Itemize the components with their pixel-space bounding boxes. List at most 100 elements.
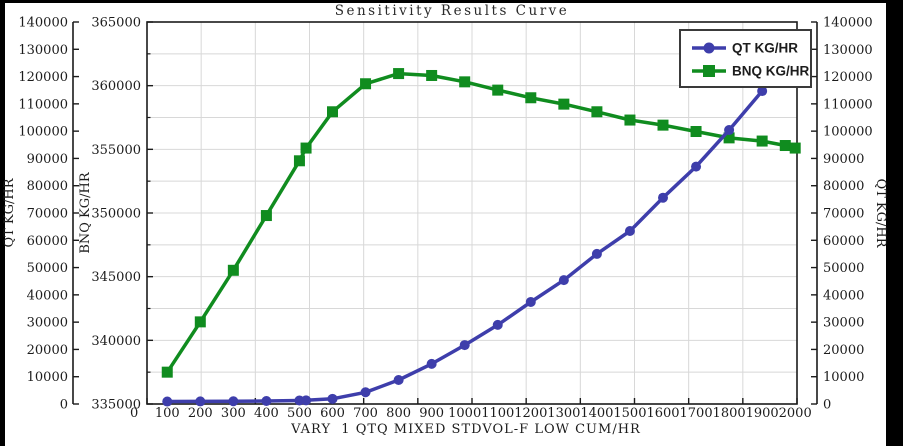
qt-data-point [624, 226, 635, 237]
qt-right-tick-label: 120000 [823, 70, 873, 85]
grid-lines [147, 22, 797, 404]
qt-left-tick-label: 60000 [27, 234, 68, 249]
qt-right-tick-label: 140000 [823, 16, 873, 31]
qt-right-tick-label: 60000 [823, 234, 864, 249]
bnq-data-point [558, 98, 570, 110]
x-tick-label: 600 [320, 406, 345, 421]
legend-qt-label: QT KG/HR [732, 41, 798, 56]
bnq-series-markers [161, 68, 801, 378]
qt-right-tick-label: 0 [823, 398, 831, 413]
x-tick-label: 100 [155, 406, 180, 421]
bnq-data-point [327, 106, 338, 118]
x-tick-label: 1200 [514, 406, 547, 421]
qt-data-point [724, 125, 735, 136]
qt-data-point [492, 319, 503, 330]
qt-right-tick-label: 110000 [823, 97, 873, 112]
qt-left-tick-label: 90000 [27, 152, 68, 167]
bnq-data-point [227, 264, 239, 276]
qt-right-tick-label: 80000 [823, 179, 864, 194]
x-tick-label: 1500 [613, 406, 646, 421]
legend-box [679, 29, 812, 88]
bnq-axis-title: BNQ KG/HR [78, 171, 93, 254]
x-tick-label: 1900 [746, 406, 779, 421]
right-qt-axis-title: QT KG/HR [873, 178, 888, 248]
x-tick-label: 900 [419, 406, 444, 421]
bnq-data-point [591, 106, 603, 118]
qt-data-point [426, 358, 437, 369]
qt-left-tick-label: 80000 [27, 179, 68, 194]
qt-left-tick-label: 40000 [27, 288, 68, 303]
qt-data-point [558, 275, 569, 286]
bnq-data-point [426, 69, 438, 81]
qt-right-tick-label: 20000 [823, 343, 864, 358]
x-tick-label: 300 [221, 406, 246, 421]
chart-title: Sensitivity Results Curve [335, 3, 570, 19]
bnq-tick-label: 350000 [91, 207, 141, 222]
qt-right-tick-label: 40000 [823, 288, 864, 303]
x-tick-label: 0 [130, 406, 138, 421]
qt-left-tick-label: 30000 [27, 316, 68, 331]
qt-data-point [301, 395, 312, 406]
bnq-tick-label: 335000 [91, 398, 141, 413]
bnq-data-point [300, 142, 312, 154]
x-tick-label: 1800 [713, 406, 746, 421]
bnq-axis: 335000 340000 345000 350000 355000 360000 3650… [91, 16, 153, 413]
bnq-data-point [492, 84, 504, 96]
bnq-data-point [756, 135, 768, 147]
qt-data-point [162, 396, 173, 407]
bnq-data-point [194, 316, 206, 328]
bnq-data-point [525, 92, 537, 104]
qt-right-tick-label: 10000 [823, 370, 864, 385]
qt-left-tick-label: 140000 [18, 16, 68, 31]
qt-left-tick-label: 0 [60, 398, 68, 413]
qt-data-point [691, 161, 702, 172]
x-axis: 0 100 200 300 400 500 600 700 800 900 1000 1100 1200… [130, 398, 812, 421]
qt-axis-right: 0 10000 20000 30000 40000 50000 60000 70000 8000… [811, 16, 873, 413]
bnq-series [161, 68, 801, 378]
qt-right-tick-label: 100000 [823, 125, 873, 140]
x-tick-label: 800 [386, 406, 411, 421]
legend: QT KG/HR BNQ KG/HR [679, 29, 812, 88]
x-tick-label: 1300 [547, 406, 580, 421]
qt-data-point [459, 340, 470, 351]
x-tick-label: 1100 [481, 406, 514, 421]
bnq-data-point [690, 126, 702, 138]
bnq-tick-label: 360000 [91, 79, 141, 94]
qt-left-tick-label: 70000 [27, 207, 68, 222]
bnq-tick-label: 365000 [91, 16, 141, 31]
x-tick-label: 1700 [680, 406, 713, 421]
bnq-data-point [723, 132, 735, 144]
bnq-data-point [393, 68, 405, 80]
legend-entry-bnq: BNQ KG/HR [692, 64, 810, 79]
qt-right-tick-label: 50000 [823, 261, 864, 276]
qt-left-tick-label: 110000 [18, 97, 68, 112]
qt-data-point [327, 393, 338, 404]
x-tick-label: 200 [188, 406, 213, 421]
bnq-data-point [360, 78, 372, 90]
x-tick-label: 500 [287, 406, 312, 421]
bnq-data-point [779, 140, 791, 152]
qt-data-point [195, 396, 206, 407]
legend-qt-circle-marker-icon [703, 42, 715, 54]
qt-data-point [757, 86, 768, 97]
legend-bnq-label: BNQ KG/HR [732, 64, 810, 79]
qt-right-tick-label: 30000 [823, 316, 864, 331]
qt-left-tick-label: 120000 [18, 70, 68, 85]
left-qt-axis-title: QT KG/HR [2, 177, 17, 247]
bnq-tick-label: 345000 [91, 270, 141, 285]
qt-series-line [165, 32, 797, 404]
bnq-tick-label: 340000 [91, 334, 141, 349]
qt-right-tick-label: 130000 [823, 43, 873, 58]
x-tick-label: 1600 [646, 406, 679, 421]
qt-data-point [591, 248, 602, 259]
qt-left-tick-label: 130000 [18, 43, 68, 58]
x-tick-label: 1400 [580, 406, 613, 421]
bnq-data-point [260, 210, 272, 222]
qt-right-tick-label: 70000 [823, 207, 864, 222]
qt-data-point [261, 395, 272, 406]
bnq-data-point [161, 366, 173, 378]
qt-left-tick-label: 10000 [27, 370, 68, 385]
qt-left-tick-label: 100000 [18, 125, 68, 140]
